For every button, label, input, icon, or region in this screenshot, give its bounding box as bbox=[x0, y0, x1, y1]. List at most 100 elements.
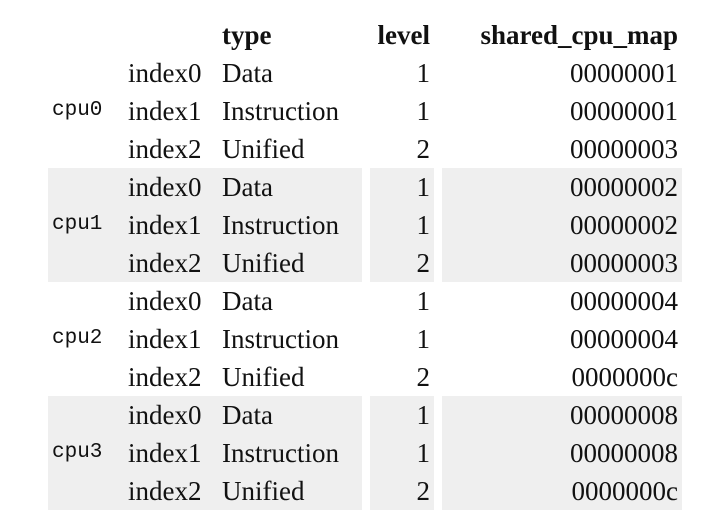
cpu-label: cpu0 bbox=[52, 99, 103, 122]
table-row: index2 Unified 2 0000000c bbox=[48, 358, 682, 396]
shared-cpu-map-cell: 0000000c bbox=[571, 362, 678, 392]
cpu-label: cpu1 bbox=[48, 168, 124, 282]
table-row: cpu3 index0 Data 1 00000008 bbox=[48, 396, 682, 510]
gap-cell bbox=[434, 358, 442, 396]
index-cell: index0 bbox=[128, 58, 202, 88]
table-row: index1 Instruction 1 00000002 bbox=[48, 206, 682, 244]
type-cell: Data bbox=[218, 396, 362, 434]
header-index bbox=[124, 16, 218, 54]
shared-cpu-map-cell: 00000003 bbox=[442, 244, 682, 282]
gap-cell bbox=[362, 396, 370, 434]
gap-cell bbox=[434, 206, 442, 244]
shared-cpu-map-cell: 00000003 bbox=[570, 134, 678, 164]
gap-cell bbox=[434, 282, 442, 320]
type-cell: Data bbox=[222, 58, 273, 88]
gap-cell bbox=[362, 92, 370, 130]
cpu-cache-table: type level shared_cpu_map cpu0 index0 Data… bbox=[48, 16, 682, 510]
table-row: index2 Unified 2 0000000c bbox=[48, 472, 682, 510]
gap-cell bbox=[362, 320, 370, 358]
level-cell: 1 bbox=[416, 324, 431, 354]
gap-cell bbox=[362, 282, 370, 320]
gap-cell bbox=[362, 168, 370, 206]
shared-cpu-map-cell: 00000001 bbox=[570, 58, 678, 88]
type-cell: Unified bbox=[222, 362, 305, 392]
index-cell: index1 bbox=[124, 206, 218, 244]
shared-cpu-map-cell: 00000004 bbox=[570, 324, 678, 354]
shared-cpu-map-cell: 00000004 bbox=[570, 286, 678, 316]
gap-cell bbox=[434, 168, 442, 206]
index-cell: index0 bbox=[124, 396, 218, 434]
level-cell: 1 bbox=[370, 396, 434, 434]
header-level: level bbox=[377, 20, 430, 50]
type-cell: Unified bbox=[222, 134, 305, 164]
gap-cell bbox=[362, 130, 370, 168]
gap-cell bbox=[362, 206, 370, 244]
shared-cpu-map-cell: 00000008 bbox=[442, 396, 682, 434]
level-cell: 1 bbox=[370, 434, 434, 472]
cpu-label: cpu3 bbox=[48, 396, 124, 510]
table-header: type level shared_cpu_map bbox=[48, 16, 682, 54]
header-cpu bbox=[48, 16, 124, 54]
table-row: cpu0 index0 Data 1 00000001 bbox=[48, 54, 682, 122]
type-cell: Data bbox=[222, 286, 273, 316]
shared-cpu-map-cell: 00000001 bbox=[570, 96, 678, 126]
table-body: cpu0 index0 Data 1 00000001 index1 Instruction… bbox=[48, 54, 682, 510]
index-cell: index2 bbox=[124, 472, 218, 510]
type-cell: Unified bbox=[218, 244, 362, 282]
header-type: type bbox=[222, 20, 272, 50]
gap-cell bbox=[434, 244, 442, 282]
shared-cpu-map-cell: 00000002 bbox=[442, 168, 682, 206]
table-row: index1 Instruction 1 00000008 bbox=[48, 434, 682, 472]
index-cell: index0 bbox=[128, 286, 202, 316]
gap-cell bbox=[362, 434, 370, 472]
index-cell: index1 bbox=[128, 324, 202, 354]
cpu-label: cpu2 bbox=[52, 327, 103, 350]
gap-cell bbox=[362, 472, 370, 510]
type-cell: Instruction bbox=[222, 96, 339, 126]
table-row: index1 Instruction 1 00000001 bbox=[48, 92, 682, 130]
level-cell: 1 bbox=[370, 168, 434, 206]
type-cell: Data bbox=[218, 168, 362, 206]
gap-cell bbox=[434, 54, 442, 92]
gap-cell bbox=[434, 92, 442, 130]
table-row: cpu1 index0 Data 1 00000002 bbox=[48, 168, 682, 282]
gap-cell bbox=[362, 244, 370, 282]
index-cell: index1 bbox=[124, 434, 218, 472]
table-row: index1 Instruction 1 00000004 bbox=[48, 320, 682, 358]
gap-cell bbox=[434, 472, 442, 510]
index-cell: index0 bbox=[124, 168, 218, 206]
gap-cell bbox=[434, 434, 442, 472]
gap-cell bbox=[434, 396, 442, 434]
level-cell: 1 bbox=[416, 286, 431, 316]
level-cell: 1 bbox=[370, 206, 434, 244]
type-cell: Instruction bbox=[222, 324, 339, 354]
header-gap bbox=[362, 16, 370, 54]
header-gap bbox=[434, 16, 442, 54]
header-row: type level shared_cpu_map bbox=[48, 16, 682, 54]
level-cell: 2 bbox=[416, 134, 431, 164]
gap-cell bbox=[362, 54, 370, 92]
shared-cpu-map-cell: 00000008 bbox=[442, 434, 682, 472]
gap-cell bbox=[362, 358, 370, 396]
index-cell: index2 bbox=[128, 134, 202, 164]
level-cell: 2 bbox=[370, 244, 434, 282]
type-cell: Instruction bbox=[218, 206, 362, 244]
level-cell: 2 bbox=[416, 362, 431, 392]
cache-table-container: type level shared_cpu_map cpu0 index0 Data… bbox=[48, 16, 682, 510]
type-cell: Unified bbox=[218, 472, 362, 510]
level-cell: 1 bbox=[416, 96, 431, 126]
header-shared-cpu-map: shared_cpu_map bbox=[480, 20, 678, 50]
index-cell: index2 bbox=[128, 362, 202, 392]
level-cell: 1 bbox=[416, 58, 431, 88]
index-cell: index2 bbox=[124, 244, 218, 282]
table-row: cpu2 index0 Data 1 00000004 bbox=[48, 282, 682, 350]
table-row: index2 Unified 2 00000003 bbox=[48, 244, 682, 282]
type-cell: Instruction bbox=[218, 434, 362, 472]
gap-cell bbox=[434, 320, 442, 358]
gap-cell bbox=[434, 130, 442, 168]
shared-cpu-map-cell: 00000002 bbox=[442, 206, 682, 244]
table-row: index2 Unified 2 00000003 bbox=[48, 130, 682, 168]
shared-cpu-map-cell: 0000000c bbox=[442, 472, 682, 510]
index-cell: index1 bbox=[128, 96, 202, 126]
level-cell: 2 bbox=[370, 472, 434, 510]
